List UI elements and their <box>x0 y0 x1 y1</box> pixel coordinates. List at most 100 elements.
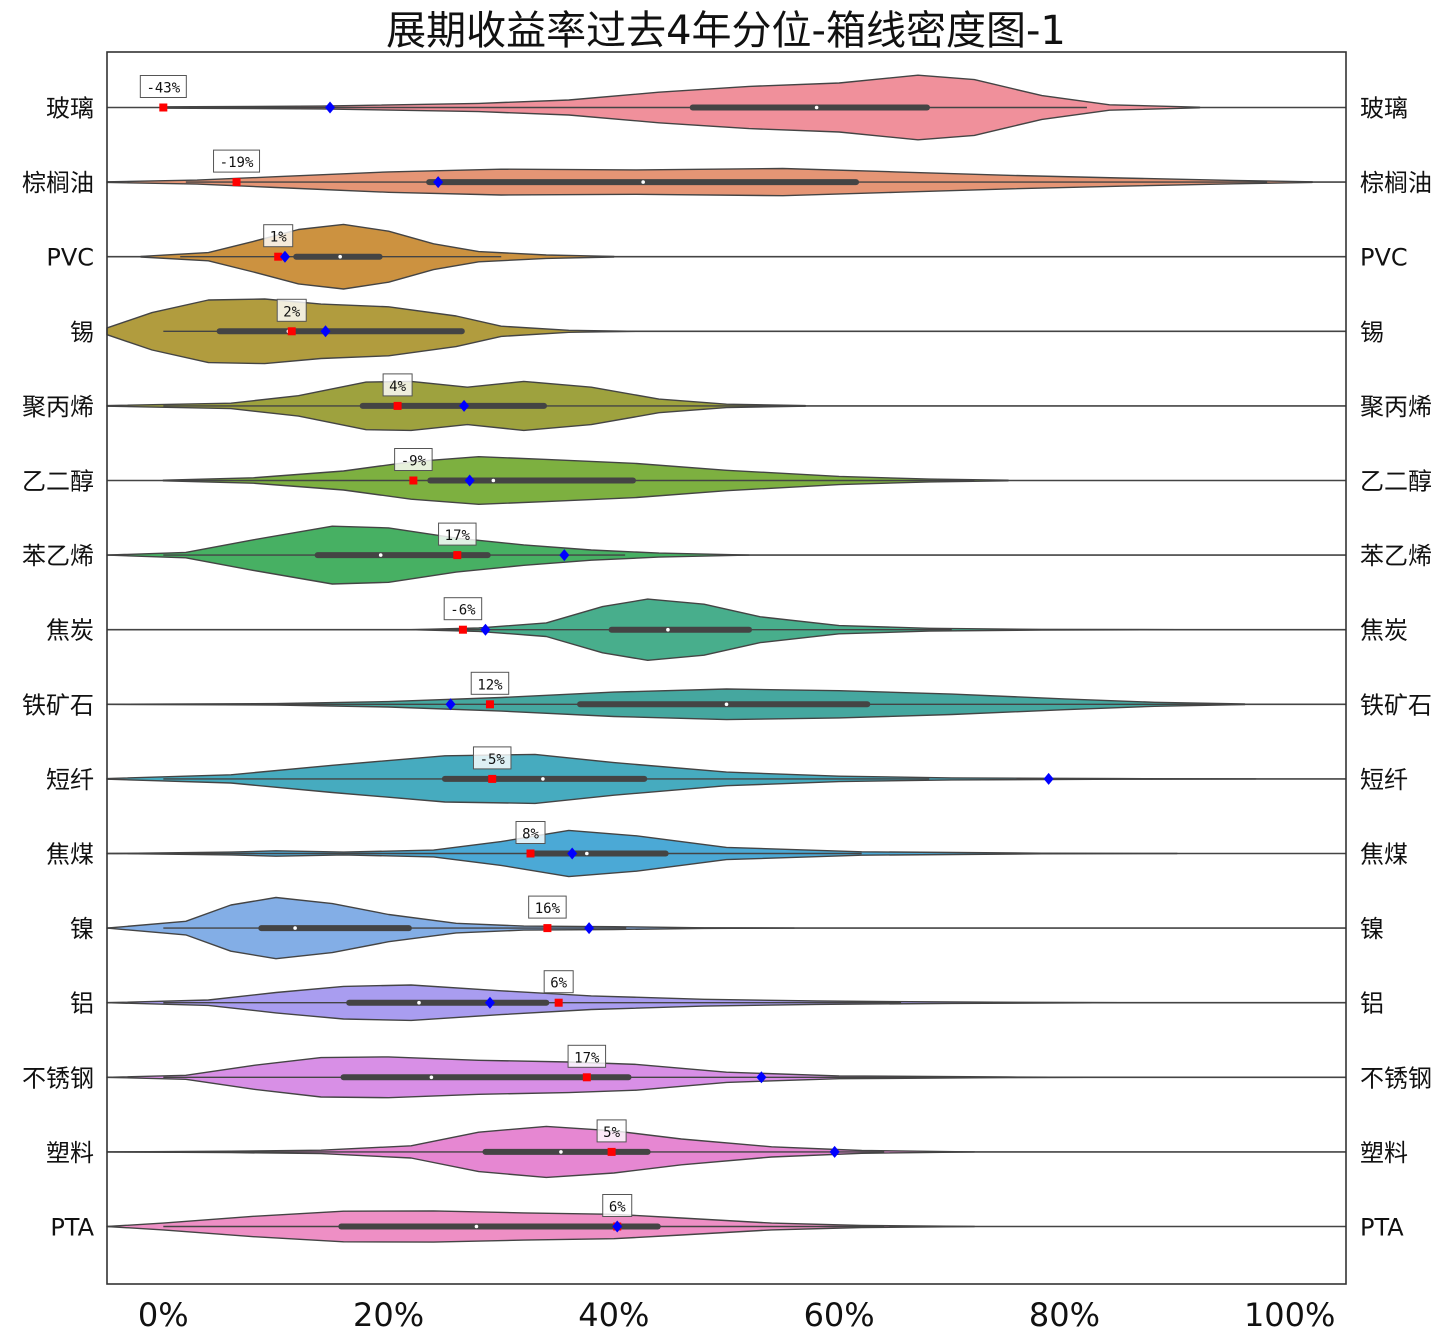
current-percentile-marker <box>274 252 283 261</box>
annotation-text: -19% <box>220 155 254 171</box>
violin-row <box>106 167 1346 197</box>
category-label-right: 短纤 <box>1360 766 1408 794</box>
annotation-text: 1% <box>270 230 287 246</box>
violin-row <box>106 298 1346 365</box>
blue-diamond-marker <box>325 101 336 114</box>
violin-median <box>491 478 496 483</box>
x-tick-label: 20% <box>353 1296 424 1334</box>
annotation-text: 17% <box>574 1050 600 1066</box>
blue-diamond-marker <box>756 1071 767 1084</box>
annotation-text: 16% <box>535 901 561 917</box>
chart-title: 展期收益率过去4年分位-箱线密度图-1 <box>386 8 1066 54</box>
annotation-text: 6% <box>609 1200 626 1216</box>
current-percentile-marker <box>543 924 552 933</box>
violin-row <box>106 1056 1346 1099</box>
current-percentile-marker <box>554 998 563 1007</box>
current-percentile-marker <box>453 551 462 560</box>
x-tick-label: 60% <box>804 1296 875 1334</box>
violin-row <box>106 380 1346 432</box>
x-tick-label: 40% <box>578 1296 649 1334</box>
percentile-annotation: 17% <box>567 1044 607 1082</box>
percentile-annotation: 12% <box>470 671 510 709</box>
category-label-right: 锡 <box>1360 318 1384 346</box>
category-label-right: 乙二醇 <box>1360 468 1432 496</box>
violin-row <box>107 74 1346 141</box>
violin-median <box>293 926 297 930</box>
violin-row <box>107 456 1346 505</box>
violin-median <box>417 1000 421 1005</box>
category-label-right: PTA <box>1360 1214 1404 1242</box>
x-tick-label: 0% <box>138 1296 189 1334</box>
annotation-box <box>515 821 546 844</box>
current-percentile-marker <box>488 774 497 783</box>
annotation-box <box>470 671 510 695</box>
violin-median <box>429 1075 434 1080</box>
violin-row <box>106 1210 1346 1243</box>
annotation-text: -5% <box>480 752 506 768</box>
violin-median <box>559 1150 563 1154</box>
violin-median <box>666 627 670 632</box>
category-label-right: 焦炭 <box>1360 617 1408 645</box>
category-label-right: 棕榈油 <box>1360 169 1432 197</box>
violin-median <box>724 702 729 707</box>
percentile-annotation: -6% <box>443 597 483 634</box>
current-percentile-marker <box>287 327 296 336</box>
annotation-box <box>528 895 567 919</box>
blue-diamond-marker <box>320 325 331 338</box>
category-label-left: 聚丙烯 <box>22 393 94 421</box>
category-label-left: 短纤 <box>46 766 94 794</box>
violin-median <box>585 851 589 856</box>
violin-layer <box>106 74 1346 1243</box>
category-label-right: 铁矿石 <box>1360 691 1432 719</box>
percentile-annotation: 6% <box>543 970 574 1007</box>
plot-frame <box>106 51 1347 1285</box>
percentile-annotation: -43% <box>139 75 187 112</box>
category-label-left: 焦煤 <box>46 841 94 869</box>
annotation-box <box>394 448 433 471</box>
blue-diamond-marker <box>567 847 578 860</box>
annotation-box <box>213 149 261 173</box>
blue-diamond-marker <box>612 1220 623 1233</box>
category-label-right: 铝 <box>1360 990 1384 1018</box>
category-label-right: 苯乙烯 <box>1360 542 1432 570</box>
percentile-annotation: 8% <box>515 821 546 858</box>
percentile-annotation: -19% <box>213 149 261 187</box>
blue-diamond-marker <box>459 399 470 412</box>
annotation-box <box>382 373 413 397</box>
category-label-left: PTA <box>50 1214 94 1242</box>
annotation-box <box>543 970 574 994</box>
annotation-box <box>438 522 477 546</box>
current-percentile-marker <box>458 625 467 634</box>
annotation-text: 2% <box>283 304 300 320</box>
violin-row <box>106 753 1346 805</box>
violin-median <box>541 777 545 781</box>
category-label-right: 不锈钢 <box>1360 1064 1432 1092</box>
x-axis-ticks: 0% 20% 40% 60% 80% 100% <box>138 1296 1335 1334</box>
annotation-text: 17% <box>445 528 471 544</box>
current-percentile-marker <box>485 700 494 709</box>
blue-diamond-marker <box>1043 772 1054 785</box>
category-label-left: 棕榈油 <box>22 169 94 197</box>
current-percentile-marker <box>393 401 402 410</box>
category-label-right: 聚丙烯 <box>1360 393 1432 421</box>
annotation-box <box>472 746 512 770</box>
category-label-left: 铝 <box>70 990 94 1018</box>
annotation-box <box>602 1194 633 1217</box>
category-label-left: 铁矿石 <box>22 691 94 719</box>
category-label-left: 乙二醇 <box>22 468 94 496</box>
violin-median <box>378 553 383 557</box>
category-label-left: 玻璃 <box>46 95 94 123</box>
annotation-box <box>139 75 187 98</box>
violin-row <box>106 1125 1346 1179</box>
annotation-text: -6% <box>450 603 476 619</box>
annotation-text: 5% <box>603 1125 620 1141</box>
x-tick-label: 80% <box>1029 1296 1100 1334</box>
annotation-box <box>263 224 294 248</box>
current-percentile-marker <box>582 1073 591 1082</box>
category-label-left: 苯乙烯 <box>22 542 94 570</box>
annotation-text: 8% <box>522 827 539 843</box>
current-percentile-marker <box>409 476 418 485</box>
percentile-annotation: 1% <box>263 224 294 261</box>
